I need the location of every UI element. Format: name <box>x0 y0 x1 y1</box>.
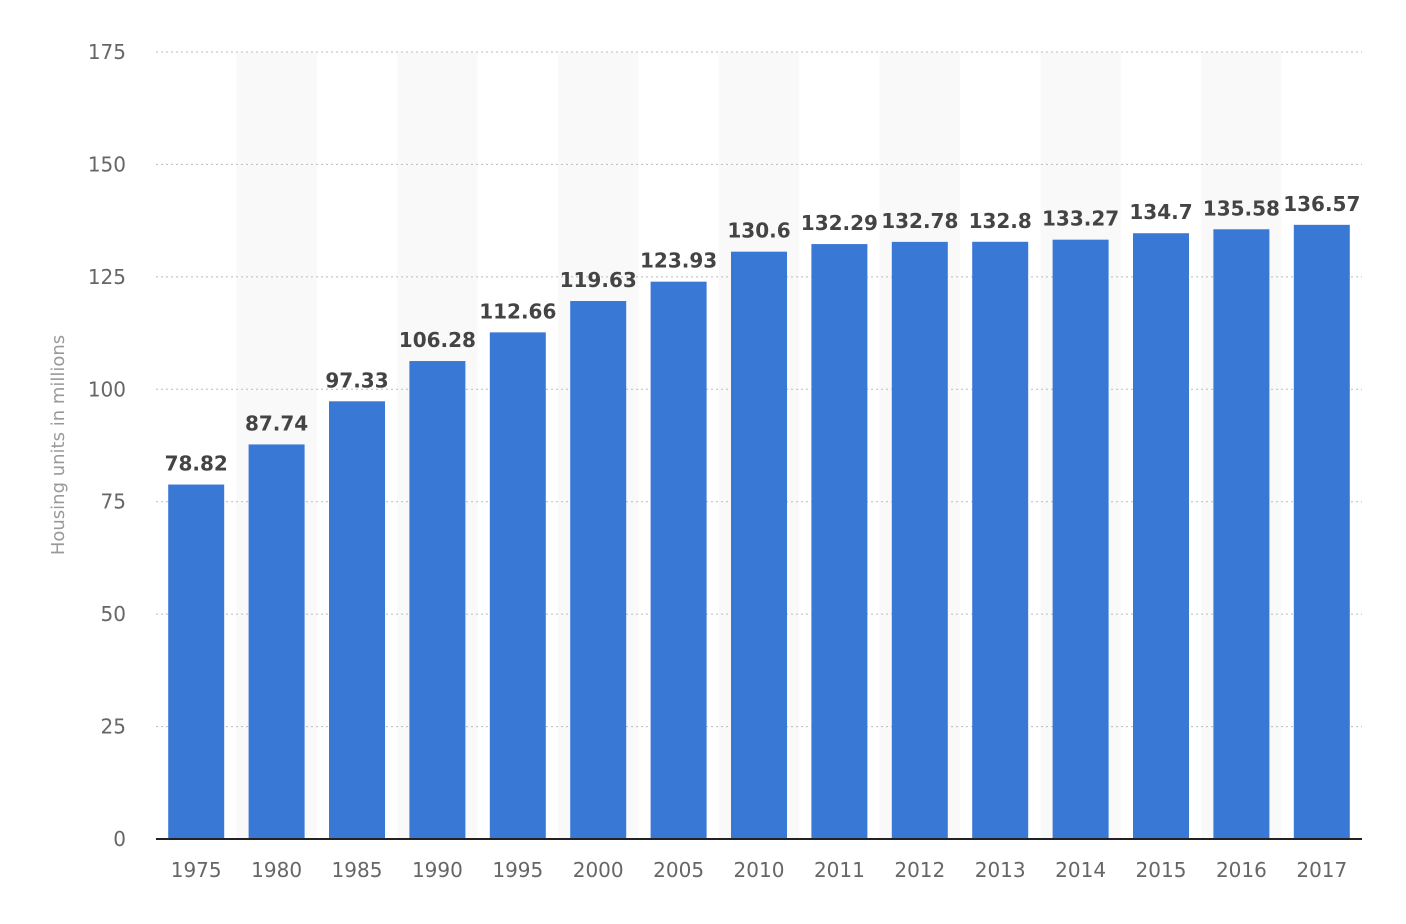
x-tick-label: 2015 <box>1136 858 1187 882</box>
x-tick-label: 2011 <box>814 858 865 882</box>
y-tick-label: 100 <box>88 377 126 401</box>
y-tick-label: 125 <box>88 265 126 289</box>
bar <box>329 401 385 839</box>
x-tick-label: 1985 <box>332 858 383 882</box>
data-label: 134.7 <box>1129 200 1192 224</box>
data-label: 132.29 <box>801 211 878 235</box>
bars <box>168 224 1350 840</box>
y-tick-label: 175 <box>88 40 126 64</box>
x-tick-label: 2005 <box>653 858 704 882</box>
data-label: 112.66 <box>479 299 556 323</box>
data-label: 78.82 <box>165 452 228 476</box>
data-label: 132.8 <box>969 209 1032 233</box>
bar <box>1133 233 1189 839</box>
data-label: 123.93 <box>640 249 717 273</box>
data-label: 119.63 <box>560 268 637 292</box>
bar <box>409 361 466 839</box>
bar <box>811 244 868 839</box>
data-label: 97.33 <box>325 368 388 392</box>
x-tick-label: 2000 <box>573 858 624 882</box>
y-tick-label: 0 <box>113 827 126 851</box>
bar <box>489 332 546 839</box>
x-axis-ticks: 1975 1980 1985 1990 1995 2000 2005 2010 2011 2012… <box>171 858 1348 882</box>
y-tick-label: 150 <box>88 152 126 176</box>
y-axis-ticks: 0 25 50 75 100 125 150 175 <box>88 40 126 851</box>
data-label: 130.6 <box>727 219 790 243</box>
bar <box>570 301 627 839</box>
x-tick-label: 2013 <box>975 858 1026 882</box>
data-label: 133.27 <box>1042 207 1119 231</box>
x-tick-label: 2012 <box>894 858 945 882</box>
bar <box>248 444 305 839</box>
data-label: 132.78 <box>881 209 958 233</box>
y-axis-title: Housing units in millions <box>48 335 69 555</box>
data-label: 87.74 <box>245 411 308 435</box>
data-label: 136.57 <box>1283 192 1360 216</box>
x-tick-label: 2016 <box>1216 858 1267 882</box>
x-tick-label: 2010 <box>734 858 785 882</box>
data-label: 135.58 <box>1203 196 1280 220</box>
x-tick-label: 1980 <box>251 858 302 882</box>
x-tick-label: 1995 <box>492 858 543 882</box>
bar <box>168 484 225 839</box>
x-tick-label: 2017 <box>1296 858 1347 882</box>
x-tick-label: 2014 <box>1055 858 1106 882</box>
bar <box>650 281 707 840</box>
bar <box>1293 224 1350 839</box>
bar <box>891 241 948 839</box>
y-tick-label: 75 <box>101 490 126 514</box>
x-tick-label: 1990 <box>412 858 463 882</box>
bar <box>972 241 1029 840</box>
data-label: 106.28 <box>399 328 476 352</box>
bar <box>1052 239 1109 839</box>
x-tick-label: 1975 <box>171 858 222 882</box>
y-tick-label: 25 <box>101 715 126 739</box>
bar <box>1213 229 1270 840</box>
bar <box>731 251 787 839</box>
y-tick-label: 50 <box>101 602 126 626</box>
